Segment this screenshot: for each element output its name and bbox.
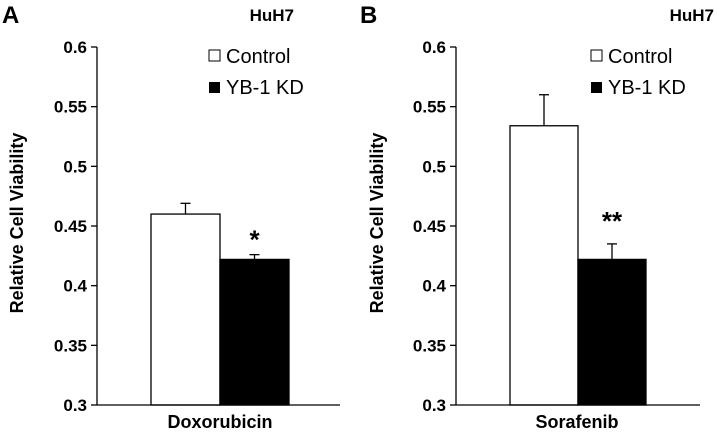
panel-a-bar-ybkd (219, 258, 290, 406)
panel-b-y-tick-label: 0.35 (413, 336, 446, 355)
panel-b-y-tick-label: 0.55 (413, 98, 446, 117)
panel-a: A HuH7 Relative Cell Viability Doxorubic… (2, 2, 340, 432)
panel-a-y-tick-label: 0.35 (54, 336, 87, 355)
panel-b-cell-line: HuH7 (670, 6, 714, 25)
panel-a-legend-label-control: Control (226, 46, 290, 68)
panel-b-y-axis-title: Relative Cell Viability (367, 133, 387, 314)
panel-b-y-tick-label: 0.6 (422, 38, 446, 57)
panel-a-x-axis-title: Doxorubicin (167, 412, 272, 432)
panel-b-y-ticks: 0.3 0.35 0.4 0.45 0.5 0.55 0.6 (413, 38, 456, 415)
panel-a-y-axis-title: Relative Cell Viability (7, 133, 27, 314)
panel-a-legend: Control YB-1 KD (208, 46, 304, 99)
panel-b-y-tick-label: 0.5 (422, 157, 446, 176)
panel-b-bar-ybkd (577, 258, 647, 406)
panel-a-legend-swatch-ybkd (209, 82, 220, 93)
panel-a-y-tick-label: 0.45 (54, 217, 87, 236)
panel-b-y-tick-label: 0.3 (422, 396, 446, 415)
panel-a-legend-label-ybkd: YB-1 KD (226, 77, 304, 99)
panel-b-y-tick-label: 0.4 (422, 277, 446, 296)
panel-b-y-tick-label: 0.45 (413, 217, 446, 236)
panel-b-legend-label-control: Control (608, 46, 672, 68)
panel-a-y-tick-label: 0.3 (63, 396, 87, 415)
panel-a-cell-line: HuH7 (250, 6, 294, 25)
panel-b-x-axis-title: Sorafenib (535, 412, 618, 432)
panel-b-significance: ** (602, 206, 623, 236)
panel-b-legend-swatch-control (590, 49, 603, 62)
panel-a-letter: A (2, 2, 19, 29)
panel-b: B HuH7 Relative Cell Viability Sorafenib… (360, 2, 714, 432)
panel-b-bars (509, 94, 647, 406)
panel-a-y-ticks: 0.3 0.35 0.4 0.45 0.5 0.55 0.6 (54, 38, 97, 415)
panel-a-y-tick-label: 0.4 (63, 277, 87, 296)
panel-a-y-tick-label: 0.6 (63, 38, 87, 57)
panel-a-y-tick-label: 0.5 (63, 157, 87, 176)
panel-a-bar-control (150, 213, 221, 406)
panel-b-legend-swatch-ybkd (591, 82, 602, 93)
panel-b-legend-label-ybkd: YB-1 KD (608, 77, 686, 99)
panel-b-bar-control (509, 125, 579, 406)
panel-a-legend-swatch-control (208, 49, 221, 62)
panel-a-significance: * (249, 225, 260, 255)
panel-a-bars (150, 202, 290, 406)
panel-b-letter: B (360, 2, 377, 29)
panel-a-y-tick-label: 0.55 (54, 98, 87, 117)
panel-b-legend: Control YB-1 KD (590, 46, 686, 99)
